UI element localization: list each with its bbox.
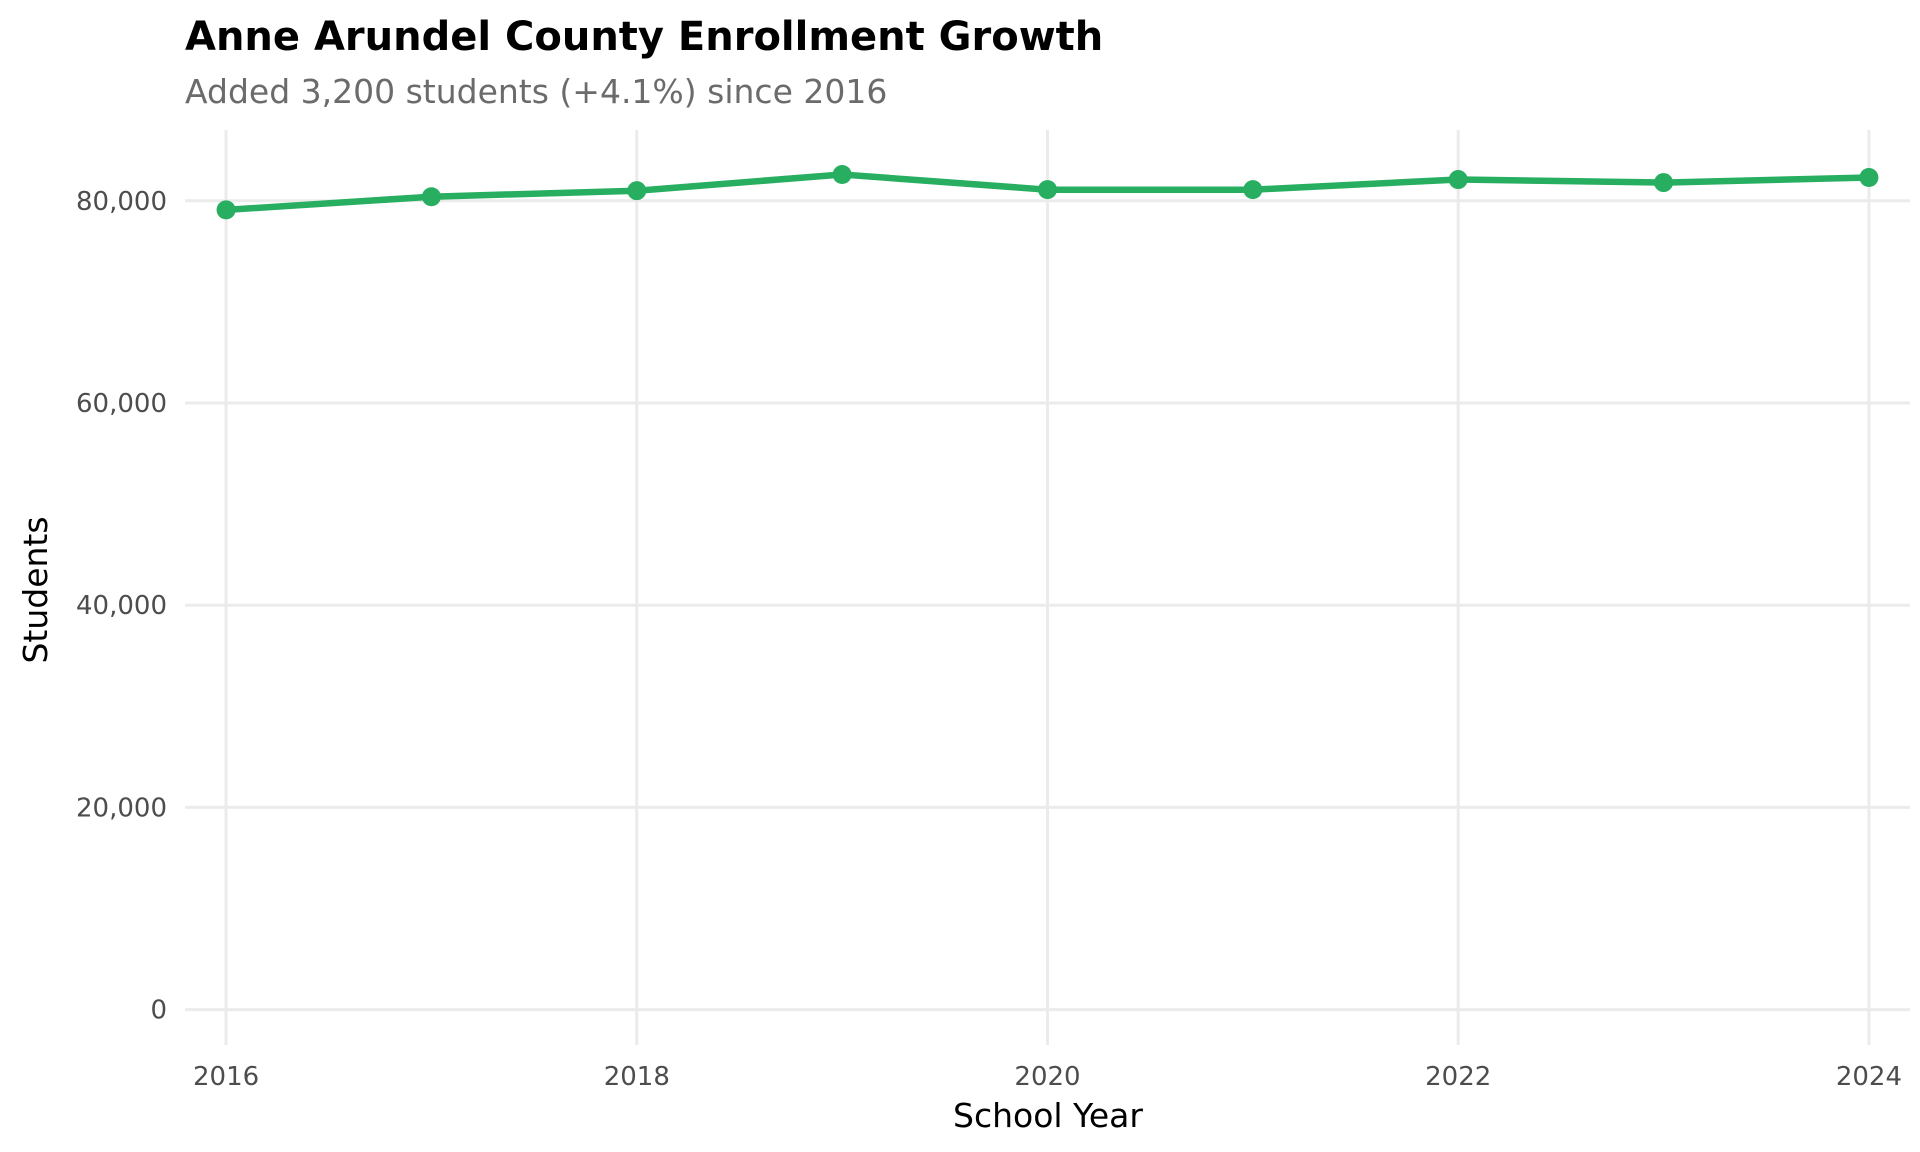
data-point: [1243, 180, 1263, 200]
y-tick-label: 80,000: [76, 187, 167, 217]
y-tick-label: 0: [150, 996, 167, 1026]
x-tick-label: 2022: [1425, 1062, 1491, 1092]
data-point: [1038, 180, 1057, 200]
x-tick-label: 2016: [193, 1062, 259, 1092]
data-point: [1654, 173, 1674, 193]
chart-title: Anne Arundel County Enrollment Growth: [185, 14, 1103, 60]
data-point: [832, 164, 852, 184]
y-axis-ticks: 0 20,000 40,000 60,000 80,000: [76, 187, 167, 1026]
x-axis-ticks: 2016 2018 2020 2022 2024: [193, 1062, 1902, 1092]
data-point: [216, 200, 236, 220]
x-axis-title: School Year: [953, 1096, 1143, 1135]
grid-lines: [185, 130, 1910, 1045]
data-point: [1859, 168, 1879, 188]
y-axis-title: Students: [16, 516, 55, 663]
data-point: [627, 181, 647, 201]
data-point: [421, 187, 441, 207]
x-tick-label: 2018: [604, 1062, 670, 1092]
series-layer: [216, 164, 1879, 220]
x-tick-label: 2024: [1836, 1062, 1902, 1092]
data-point: [1448, 170, 1468, 190]
x-tick-label: 2020: [1014, 1062, 1080, 1092]
y-tick-label: 20,000: [76, 793, 167, 823]
chart-subtitle: Added 3,200 students (+4.1%) since 2016: [185, 72, 887, 111]
y-tick-label: 40,000: [76, 591, 167, 621]
y-tick-label: 60,000: [76, 389, 167, 419]
